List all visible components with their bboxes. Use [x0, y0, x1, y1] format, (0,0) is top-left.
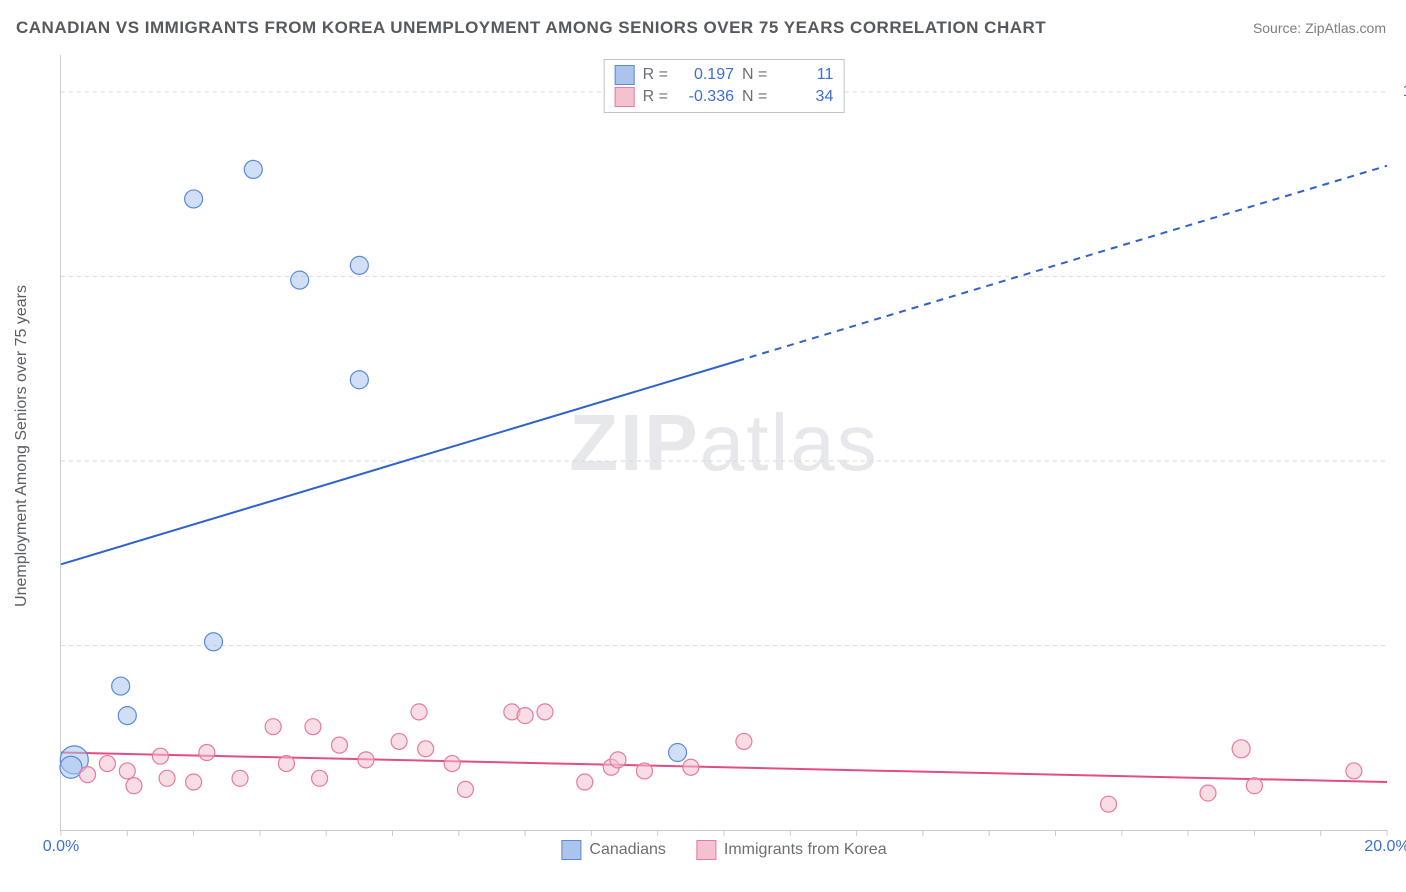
stats-row-canadians: R = 0.197 N = 11: [615, 64, 834, 86]
swatch-canadians: [615, 65, 635, 85]
r-value-canadians: 0.197: [676, 64, 734, 86]
legend-item-korea: Immigrants from Korea: [696, 840, 887, 860]
y-axis-title: Unemployment Among Seniors over 75 years: [13, 285, 31, 607]
correlation-stats-box: R = 0.197 N = 11 R = -0.336 N = 34: [604, 59, 845, 113]
n-value-canadians: 11: [775, 64, 833, 86]
y-tick-label: 50.0%: [1397, 452, 1406, 470]
r-label: R =: [643, 86, 668, 108]
n-value-korea: 34: [775, 86, 833, 108]
x-tick-label: 0.0%: [43, 838, 79, 856]
x-tick-label: 20.0%: [1364, 838, 1406, 856]
swatch-korea: [615, 87, 635, 107]
source-label: Source:: [1253, 20, 1305, 36]
legend-label-korea: Immigrants from Korea: [724, 841, 887, 859]
n-label: N =: [742, 64, 767, 86]
chart-title: CANADIAN VS IMMIGRANTS FROM KOREA UNEMPL…: [16, 18, 1046, 38]
stats-row-korea: R = -0.336 N = 34: [615, 86, 834, 108]
legend-swatch-canadians: [561, 840, 581, 860]
legend-label-canadians: Canadians: [589, 841, 666, 859]
legend-swatch-korea: [696, 840, 716, 860]
y-tick-label: 100.0%: [1397, 83, 1406, 101]
plot-area: ZIPatlas 25.0%50.0%75.0%100.0% 0.0%20.0%…: [60, 55, 1387, 831]
chart-container: CANADIAN VS IMMIGRANTS FROM KOREA UNEMPL…: [0, 0, 1406, 892]
source-name: ZipAtlas.com: [1305, 20, 1386, 36]
n-label: N =: [742, 86, 767, 108]
chart-svg: [61, 55, 1387, 830]
legend-item-canadians: Canadians: [561, 840, 666, 860]
y-tick-label: 75.0%: [1397, 267, 1406, 285]
r-label: R =: [643, 64, 668, 86]
r-value-korea: -0.336: [676, 86, 734, 108]
bottom-legend: Canadians Immigrants from Korea: [561, 840, 886, 860]
source-attribution: Source: ZipAtlas.com: [1253, 20, 1386, 36]
y-tick-label: 25.0%: [1397, 636, 1406, 654]
